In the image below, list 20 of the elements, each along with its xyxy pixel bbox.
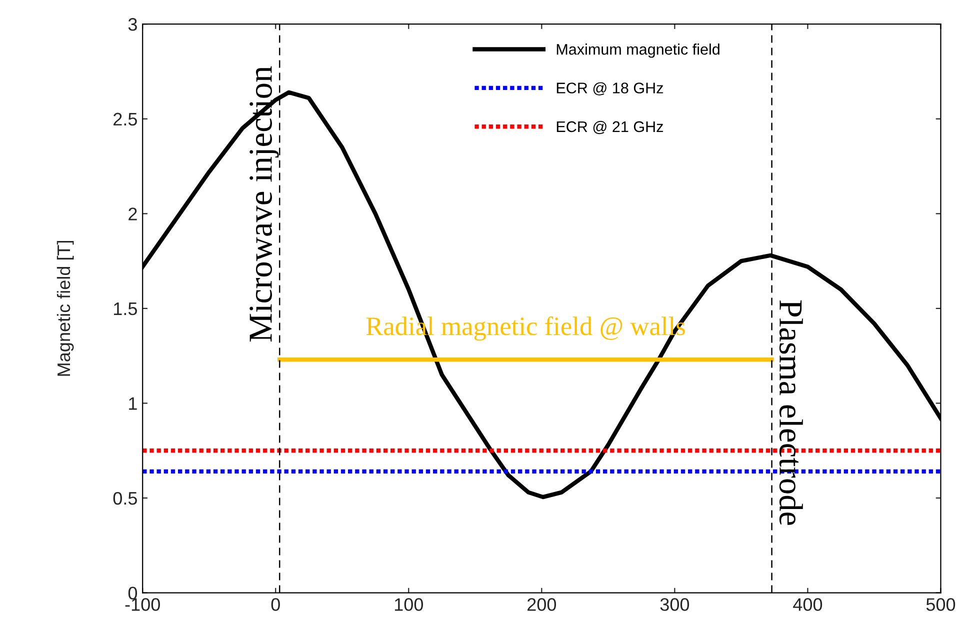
y-tick-label: 2.5 [114,112,137,126]
x-tick-label: 400 [793,598,822,611]
ref-line-label: Plasma electrode [779,300,803,525]
legend-label: Maximum magnetic field [556,44,720,58]
y-tick-label: 0.5 [113,492,137,505]
y-axis-title: Magnetic field [T] [56,240,74,376]
x-tick-label: 0 [271,598,280,611]
legend-label: ECR @ 21 GHz [556,120,663,134]
x-tick-label: 100 [394,598,423,611]
y-tick-label: 0 [128,586,138,600]
x-tick-label: 300 [660,598,690,611]
x-tick-label: 200 [528,598,556,611]
x-tick-label: 500 [926,598,956,611]
ref-line-label: Microwave injection [250,66,279,342]
y-tick-label: 1 [129,397,137,410]
legend-label: ECR @ 18 GHz [556,82,663,96]
y-tick-label: 1.5 [114,302,137,316]
x-tick-label: -100 [125,598,160,611]
y-tick-label: 3 [128,18,137,31]
y-tick-label: 2 [128,208,137,220]
